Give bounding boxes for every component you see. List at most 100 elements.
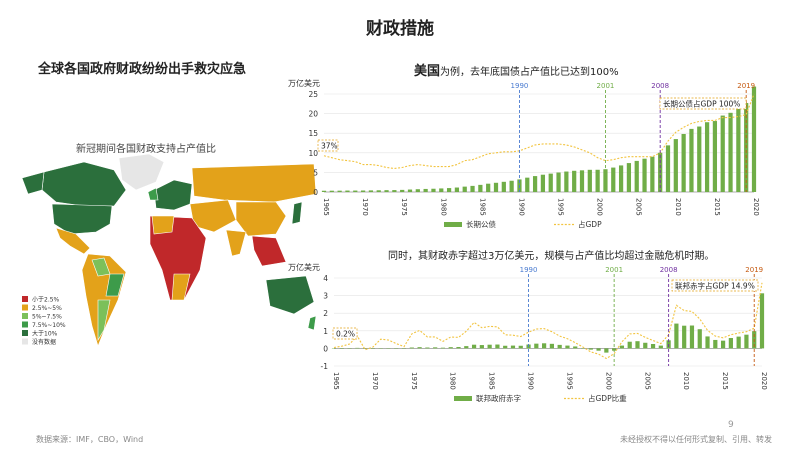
map-title: 新冠期间各国财政支持占产值比: [76, 144, 216, 155]
y-tick-label: 10: [308, 149, 318, 158]
map-legend: 小于2.5%2.5%~5% 5%~7.5%7.5%~10%大于10%没有数据: [22, 296, 66, 346]
legend-swatch: [22, 304, 28, 311]
map-region: [105, 273, 125, 297]
bar: [744, 334, 749, 349]
bar: [579, 170, 585, 192]
bar: [495, 344, 500, 349]
page-title: 财政措施: [366, 19, 434, 39]
map-region: [21, 171, 45, 195]
bar: [384, 190, 389, 192]
map-region: [51, 203, 113, 235]
event-label: 2019: [737, 82, 755, 90]
bar: [415, 189, 420, 192]
bar: [503, 345, 508, 349]
annotation-box: [317, 139, 339, 152]
bar: [658, 345, 663, 349]
bar: [759, 293, 765, 349]
bar: [433, 347, 438, 349]
bar: [360, 190, 366, 192]
bar: [353, 190, 358, 192]
event-label: 2001: [605, 266, 623, 274]
disclaimer: 未经授权不得以任何形式复制、引用、转发: [620, 435, 772, 444]
bar: [674, 323, 679, 349]
left-heading: 全球各国政府财政纷纷出手救灾应急: [38, 62, 247, 77]
y-tick-label: 2: [323, 309, 328, 318]
bar: [682, 325, 687, 349]
bar: [604, 348, 609, 353]
bar: [454, 187, 460, 192]
bar: [464, 346, 469, 349]
bar: [627, 341, 632, 349]
bar: [697, 329, 702, 349]
bar: [556, 172, 561, 192]
x-tick-label: 2005: [643, 372, 651, 390]
right-heading-rest: 为例，去年底国债占产值比已达到100%: [440, 67, 619, 78]
x-tick-label: 1970: [361, 198, 369, 216]
x-tick-label: 1970: [371, 372, 379, 390]
annotation-box: [659, 97, 747, 110]
x-tick-label: 2020: [760, 372, 768, 390]
map-region: [151, 215, 175, 235]
right-heading: 美国为例，去年底国债占产值比已达到100%: [414, 60, 619, 79]
bar: [697, 126, 702, 192]
event-label: 2019: [745, 266, 763, 274]
y-tick-label: 15: [308, 129, 318, 138]
bar: [704, 122, 710, 192]
bar: [448, 347, 453, 349]
legend-bar-label: 长期公债: [466, 219, 496, 229]
legend-label: 大于10%: [32, 330, 58, 338]
bar: [376, 190, 381, 192]
bar: [392, 190, 397, 192]
annotation-box: [671, 279, 759, 292]
deficit-chart: 万亿美元-101234-4%0%4%8%12%16%19651970197519…: [288, 262, 768, 403]
bar: [321, 190, 327, 192]
bar: [736, 107, 741, 192]
bar: [548, 173, 553, 192]
legend-swatch: [22, 338, 28, 345]
bar: [478, 184, 483, 192]
bar: [596, 348, 601, 351]
bar: [493, 182, 499, 192]
y-tick-label: 3: [323, 292, 328, 301]
y-tick-label: 0: [313, 188, 318, 197]
event-label: 2008: [651, 82, 669, 90]
bar: [643, 342, 648, 349]
page-number: 9: [728, 420, 734, 430]
x-tick-label: 2015: [713, 198, 721, 216]
x-tick-label: 2020: [752, 198, 760, 216]
legend-bar-label: 联邦政府赤字: [476, 393, 521, 403]
bar: [587, 169, 592, 192]
bar: [423, 188, 428, 192]
y-tick-label: 4: [323, 274, 328, 283]
bar: [712, 121, 718, 192]
bar: [634, 160, 639, 192]
bar: [337, 190, 342, 192]
bar: [665, 145, 671, 192]
bar: [689, 128, 694, 192]
map-region: [265, 275, 315, 315]
bar: [751, 86, 757, 192]
bar: [417, 347, 422, 349]
bar: [532, 176, 538, 192]
bar: [470, 185, 475, 192]
map-shapes: [21, 153, 317, 347]
x-tick-label: 1985: [478, 198, 486, 216]
bar: [720, 340, 726, 349]
bar: [518, 345, 523, 349]
legend-label: 5%~7.5%: [32, 314, 62, 321]
y-tick-label: 1: [323, 327, 328, 336]
event-label: 1990: [520, 266, 538, 274]
map-region: [147, 187, 159, 201]
legend-bar-swatch: [444, 222, 462, 227]
annotation-box: [332, 327, 358, 340]
y-axis-unit: 万亿美元: [288, 262, 320, 272]
map-region: [235, 201, 287, 237]
bar: [618, 165, 624, 192]
map-region: [153, 179, 193, 211]
source-note: 数据来源：IMF，CBO，Wind: [36, 435, 144, 444]
x-tick-label: 1995: [557, 198, 565, 216]
bar: [425, 347, 430, 349]
legend-label: 7.5%~10%: [32, 322, 66, 329]
legend-line-label: 占GDP比重: [588, 393, 627, 403]
x-tick-label: 2015: [721, 372, 729, 390]
